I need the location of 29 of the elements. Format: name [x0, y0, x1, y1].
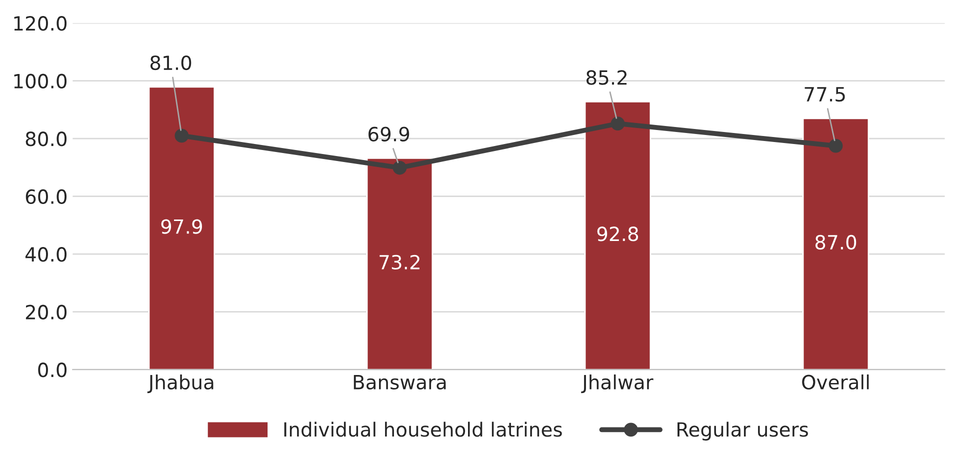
x-tick-label: Banswara — [354, 375, 446, 390]
y-tick-label: 40.0 — [25, 247, 67, 262]
x-tick-label: Overall — [802, 374, 869, 390]
y-tick-label: 20.0 — [26, 304, 67, 320]
y-tick-label: 80.0 — [26, 132, 67, 146]
bar — [584, 100, 652, 370]
point — [174, 128, 189, 143]
data-label: 85.2 — [586, 70, 627, 85]
point — [828, 138, 843, 153]
legend-label: Regular users — [678, 422, 808, 441]
y-tick-label: 0.0 — [38, 362, 67, 378]
bar — [148, 86, 216, 370]
data-label: 73.2 — [380, 254, 420, 270]
data-label: 87.0 — [815, 234, 856, 250]
x-tick-label: Jhabua — [147, 374, 214, 394]
y-tick-label: 100.0 — [14, 74, 67, 89]
y-tick-label: 60.0 — [26, 189, 67, 204]
y-tick-label: 120.0 — [14, 16, 67, 31]
data-label: 97.9 — [161, 219, 202, 234]
data-label: 69.9 — [368, 126, 410, 142]
legend-label: Individual household latrines — [284, 422, 562, 437]
x-tick-label: Jhalwar — [581, 374, 654, 394]
point — [610, 116, 625, 131]
bar — [366, 158, 434, 370]
data-label: 81.0 — [150, 55, 192, 70]
bar — [802, 118, 870, 370]
point — [392, 160, 407, 175]
data-label: 92.8 — [597, 226, 638, 242]
data-label: 77.5 — [804, 87, 845, 102]
